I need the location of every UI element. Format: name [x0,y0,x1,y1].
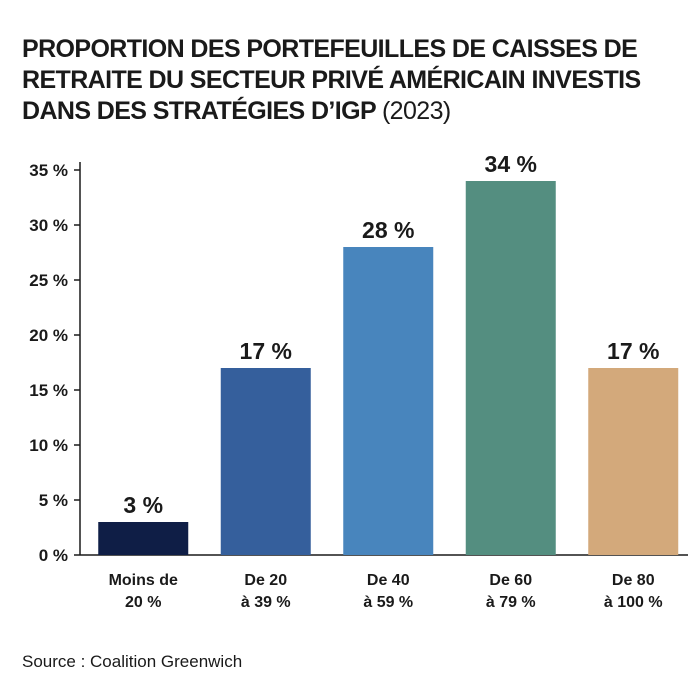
data-label: 17 % [240,338,292,364]
bar [343,247,434,555]
x-category-label: à 100 % [604,594,663,611]
x-category-label: De 40 [367,572,410,589]
bar [98,522,189,555]
x-category-label: 20 % [125,594,161,611]
x-category-label: De 80 [612,572,655,589]
data-label: 17 % [607,338,659,364]
x-category-label: De 60 [489,572,532,589]
data-label: 34 % [485,151,537,177]
x-category-label: Moins de [109,572,178,589]
x-category-label: à 59 % [363,594,413,611]
chart-title-main: PROPORTION DES PORTEFEUILLES DE CAISSES … [22,35,641,125]
y-tick-label: 35 % [29,161,68,180]
y-tick-label: 5 % [39,491,68,510]
x-category-label: à 39 % [241,594,291,611]
bar [465,181,556,555]
y-tick-label: 25 % [29,271,68,290]
y-tick-label: 20 % [29,326,68,345]
y-tick-label: 10 % [29,436,68,455]
data-label: 3 % [123,492,163,518]
x-category-label: à 79 % [486,594,536,611]
bar [220,368,311,555]
bar [588,368,679,555]
source-note: Source : Coalition Greenwich [22,652,243,671]
y-tick-label: 30 % [29,216,68,235]
chart-title: PROPORTION DES PORTEFEUILLES DE CAISSES … [22,34,662,127]
chart-title-year: (2023) [381,97,451,125]
data-label: 28 % [362,217,414,243]
y-tick-label: 0 % [39,546,68,565]
y-tick-label: 15 % [29,381,68,400]
x-category-label: De 20 [244,572,287,589]
